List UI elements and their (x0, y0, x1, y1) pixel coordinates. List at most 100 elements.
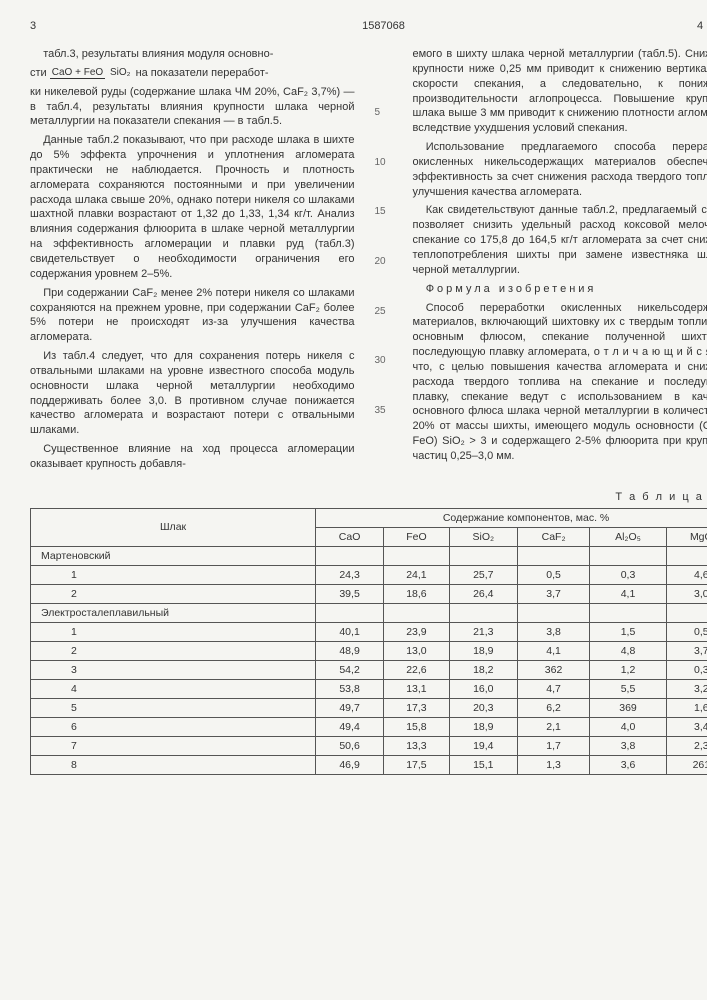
cell: 1,7 (517, 736, 590, 755)
line-num: 25 (375, 306, 393, 317)
cell: 1,2 (590, 660, 666, 679)
cell: 2,3 (666, 736, 707, 755)
line-number-gutter: 5 10 15 20 25 30 35 (375, 47, 393, 476)
para: Из табл.4 следует, что для сохранения по… (30, 349, 355, 438)
cell: 4,6 (666, 565, 707, 584)
cell: 5,5 (590, 679, 666, 698)
row-index: 1 (31, 565, 316, 584)
para: Существенное влияние на ход процесса агл… (30, 442, 355, 472)
cell: 3,8 (517, 622, 590, 641)
cell: 18,9 (449, 641, 517, 660)
col-header-slag: Шлак (31, 508, 316, 546)
cell: 17,5 (384, 755, 450, 774)
cell: 1,6 (666, 698, 707, 717)
fraction: CaO + FeO SiO₂ (50, 68, 133, 78)
row-index: 1 (31, 622, 316, 641)
row-index: 5 (31, 698, 316, 717)
group-label: Мартеновский (31, 546, 316, 565)
table-row: 649,415,818,92,14,03,4 (31, 717, 707, 736)
cell: 3,8 (590, 736, 666, 755)
cell: 39,5 (316, 584, 384, 603)
cell: 19,4 (449, 736, 517, 755)
row-index: 6 (31, 717, 316, 736)
cell: 16,0 (449, 679, 517, 698)
table-row: 239,518,626,43,74,13,0 (31, 584, 707, 603)
cell: 20,3 (449, 698, 517, 717)
cell: 22,6 (384, 660, 450, 679)
cell: 0,5 (517, 565, 590, 584)
cell: 3,0 (666, 584, 707, 603)
cell: 4,1 (517, 641, 590, 660)
table-row: 549,717,320,36,23691,6 (31, 698, 707, 717)
table-title: Т а б л и ц а 1 (30, 491, 707, 503)
line-num: 30 (375, 355, 393, 366)
cell: 24,1 (384, 565, 450, 584)
cell: 4,7 (517, 679, 590, 698)
cell: 46,9 (316, 755, 384, 774)
para: Способ переработки окисленных никельсоде… (413, 301, 707, 464)
row-index: 2 (31, 584, 316, 603)
composition-table: Шлак Содержание компонентов, мас. % CaO … (30, 508, 707, 775)
group-label: Электросталеплавильный (31, 603, 316, 622)
cell: 15,1 (449, 755, 517, 774)
document-number: 1587068 (70, 20, 697, 32)
line-num: 35 (375, 405, 393, 416)
table-row: 140,123,921,33,81,50,5 (31, 622, 707, 641)
right-column: емого в шихту шлака черной металлургии (… (413, 47, 707, 476)
cell: 13,3 (384, 736, 450, 755)
col-header: CaF₂ (517, 527, 590, 546)
row-index: 2 (31, 641, 316, 660)
table-row: 124,324,125,70,50,34,6 (31, 565, 707, 584)
line-num: 20 (375, 256, 393, 267)
table-row: 453,813,116,04,75,53,2 (31, 679, 707, 698)
para: сти CaO + FeO SiO₂ на показатели перераб… (30, 66, 355, 81)
cell: 26,4 (449, 584, 517, 603)
cell: 261 (666, 755, 707, 774)
cell: 13,0 (384, 641, 450, 660)
table-row: 248,913,018,94,14,83,7 (31, 641, 707, 660)
cell: 40,1 (316, 622, 384, 641)
cell: 3,6 (590, 755, 666, 774)
cell: 0,3 (666, 660, 707, 679)
col-header: Al₂O₅ (590, 527, 666, 546)
cell: 3,7 (666, 641, 707, 660)
col-header: SiO₂ (449, 527, 517, 546)
cell: 49,7 (316, 698, 384, 717)
cell: 6,2 (517, 698, 590, 717)
col-header: FeO (384, 527, 450, 546)
table-row: 354,222,618,23621,20,3 (31, 660, 707, 679)
col-header-components: Содержание компонентов, мас. % (316, 508, 707, 527)
cell: 21,3 (449, 622, 517, 641)
cell: 18,2 (449, 660, 517, 679)
cell: 24,3 (316, 565, 384, 584)
cell: 3,4 (666, 717, 707, 736)
line-num: 10 (375, 157, 393, 168)
left-column: табл.3, результаты влияния модуля основн… (30, 47, 355, 476)
cell: 0,5 (666, 622, 707, 641)
cell: 17,3 (384, 698, 450, 717)
row-index: 3 (31, 660, 316, 679)
cell: 4,8 (590, 641, 666, 660)
cell: 49,4 (316, 717, 384, 736)
page-header: 3 1587068 4 (30, 20, 707, 32)
row-index: 8 (31, 755, 316, 774)
para: Данные табл.2 показывают, что при расход… (30, 133, 355, 281)
cell: 13,1 (384, 679, 450, 698)
cell: 4,0 (590, 717, 666, 736)
col-header: MgO (666, 527, 707, 546)
para: При содержании CaF₂ менее 2% потери нике… (30, 286, 355, 345)
cell: 23,9 (384, 622, 450, 641)
cell: 53,8 (316, 679, 384, 698)
cell: 54,2 (316, 660, 384, 679)
cell: 369 (590, 698, 666, 717)
cell: 18,6 (384, 584, 450, 603)
cell: 3,2 (666, 679, 707, 698)
cell: 25,7 (449, 565, 517, 584)
cell: 18,9 (449, 717, 517, 736)
table-row: 750,613,319,41,73,82,3 (31, 736, 707, 755)
cell: 15,8 (384, 717, 450, 736)
col-header: CaO (316, 527, 384, 546)
cell: 50,6 (316, 736, 384, 755)
cell: 3,7 (517, 584, 590, 603)
page-number-left: 3 (30, 20, 70, 32)
